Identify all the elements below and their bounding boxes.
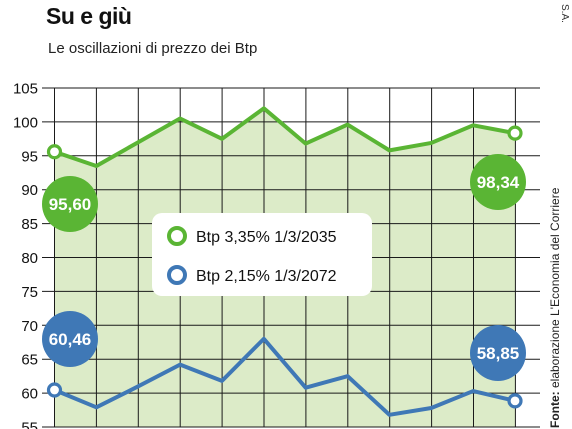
- y-tick-label: 105: [13, 81, 38, 98]
- y-tick-label: 100: [13, 114, 38, 131]
- series-point: [46, 382, 63, 398]
- series-1: [46, 106, 523, 168]
- y-tick-label: 55: [21, 420, 38, 429]
- y-axis-labels: 55 60 65 70 75 80 85 90 95 100 105: [13, 81, 38, 429]
- series-line: [53, 106, 516, 168]
- value-bubble: 58,85: [470, 325, 526, 381]
- value-bubble-label: 98,34: [477, 173, 520, 192]
- value-bubble-circle: [470, 325, 526, 381]
- legend-label: Btp 3,35% 1/3/2035: [196, 229, 337, 246]
- series-point: [46, 144, 63, 160]
- series-2: [46, 336, 523, 417]
- y-tick-label: 90: [21, 182, 38, 199]
- y-tick-label: 60: [21, 386, 38, 403]
- y-tick-label: 75: [21, 284, 38, 301]
- chart-subtitle: Le oscillazioni di prezzo dei Btp: [48, 40, 258, 57]
- value-bubble-circle: [470, 154, 526, 210]
- y-tick-label: 95: [21, 148, 38, 165]
- value-bubble-label: 60,46: [49, 330, 92, 349]
- author-credit: S.A.: [559, 4, 570, 23]
- legend-marker: [167, 265, 187, 285]
- y-tick-label: 80: [21, 250, 38, 267]
- y-tick-label: 70: [21, 318, 38, 335]
- series-point: [507, 125, 523, 141]
- legend: Btp 3,35% 1/3/2035 Btp 2,15% 1/3/2072: [152, 213, 372, 296]
- value-bubble-circle: [42, 311, 98, 367]
- legend-marker: [167, 226, 187, 246]
- y-tick-label: 85: [21, 216, 38, 233]
- value-bubble: 98,34: [470, 154, 526, 210]
- value-bubble: 95,60: [42, 176, 98, 232]
- value-bubble-label: 58,85: [477, 344, 520, 363]
- series-line: [53, 336, 516, 417]
- legend-box: [152, 213, 372, 296]
- chart-title: Su e giù: [46, 3, 132, 29]
- value-bubble-label: 95,60: [49, 195, 92, 214]
- legend-label: Btp 2,15% 1/3/2072: [196, 268, 337, 285]
- value-bubble: 60,46: [42, 311, 98, 367]
- y-tick-label: 65: [21, 352, 38, 369]
- series-point: [507, 393, 523, 409]
- value-bubble-circle: [42, 176, 98, 232]
